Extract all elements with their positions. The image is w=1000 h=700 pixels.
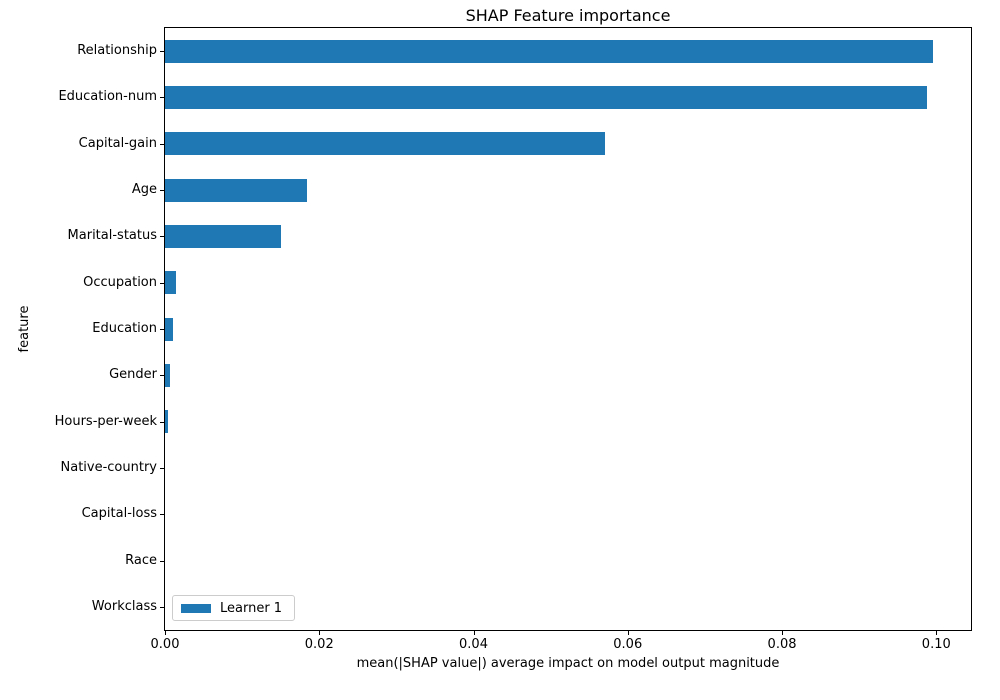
x-tick-label-0.02: 0.02 (304, 637, 334, 652)
x-tick-label-0.04: 0.04 (459, 637, 488, 652)
y-tick-mark (160, 560, 164, 562)
bar-gender (165, 363, 170, 387)
bar-hours-per-week (165, 410, 169, 434)
x-tick-label-0.06: 0.06 (613, 637, 643, 652)
y-axis-label: feature (17, 305, 32, 353)
y-tick-label-gender: Gender (109, 367, 157, 383)
bar-age (165, 178, 307, 202)
x-tick-mark (473, 631, 475, 635)
y-tick-mark (160, 282, 164, 284)
y-tick-mark (160, 236, 164, 238)
y-tick-mark (160, 190, 164, 192)
y-tick-label-native-country: Native-country (60, 459, 158, 475)
y-tick-label-hours-per-week: Hours-per-week (54, 413, 157, 429)
bar-marital-status (165, 224, 281, 248)
y-tick-mark (160, 467, 164, 469)
legend: Learner 1 (172, 595, 296, 621)
bar-capital-gain (165, 132, 605, 156)
y-tick-mark (160, 143, 164, 145)
legend-swatch-learner-1-icon (181, 603, 211, 613)
x-tick-mark (627, 631, 629, 635)
x-tick-label-0.08: 0.08 (767, 637, 797, 652)
y-tick-mark (160, 606, 164, 608)
x-tick-mark (782, 631, 784, 635)
y-tick-label-education-num: Education-num (58, 89, 157, 105)
chart-title: SHAP Feature importance (465, 6, 671, 25)
y-tick-mark (160, 97, 164, 99)
y-tick-mark (160, 51, 164, 53)
legend-label: Learner 1 (220, 600, 283, 616)
y-tick-label-marital-status: Marital-status (67, 228, 157, 244)
y-tick-mark (160, 329, 164, 330)
y-tick-label-capital-gain: Capital-gain (78, 135, 157, 151)
y-tick-label-race: Race (125, 552, 157, 568)
y-tick-label-relationship: Relationship (77, 43, 157, 59)
bar-relationship (165, 39, 934, 63)
x-tick-mark (936, 631, 938, 635)
y-tick-mark (160, 421, 164, 423)
x-tick-mark (165, 631, 166, 635)
x-axis-label: mean(|SHAP value|) average impact on mod… (356, 656, 780, 671)
bar-education-num (165, 85, 928, 109)
x-tick-mark (319, 631, 321, 635)
x-tick-label-0.10: 0.10 (921, 637, 951, 652)
y-tick-label-workclass: Workclass (91, 598, 157, 614)
x-tick-label-0.00: 0.00 (150, 637, 180, 652)
y-tick-label-education: Education (92, 321, 157, 336)
bar-occupation (165, 271, 176, 295)
plot-area (164, 27, 972, 631)
bar-education (165, 317, 173, 341)
y-tick-mark (160, 514, 164, 516)
y-tick-label-occupation: Occupation (83, 274, 157, 290)
y-tick-mark (160, 375, 164, 377)
y-tick-label-age: Age (131, 182, 157, 198)
y-tick-label-capital-loss: Capital-loss (81, 506, 157, 522)
